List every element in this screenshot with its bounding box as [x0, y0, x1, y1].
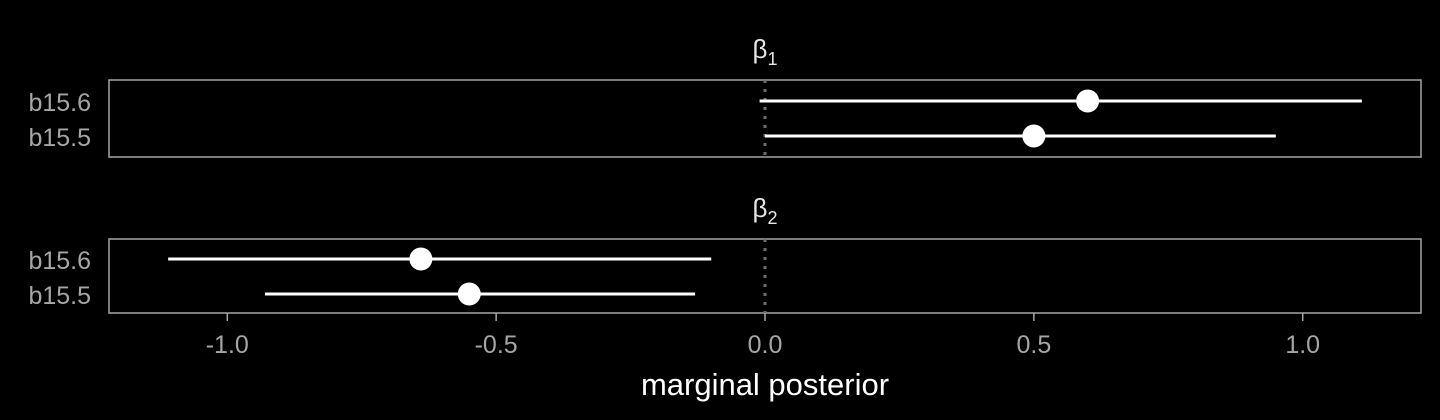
- facet-title-1: β1: [753, 34, 778, 69]
- y-tick-label: b15.5: [28, 124, 91, 152]
- x-tick-label: 0.0: [748, 331, 783, 359]
- x-axis-label: marginal posterior: [641, 367, 889, 402]
- x-tick-label: -1.0: [206, 331, 249, 359]
- facet-panel-2: β2 b15.6 b15.5: [28, 193, 1422, 314]
- point-estimate: [457, 282, 481, 306]
- y-tick-label: b15.5: [28, 282, 91, 310]
- facet-title-subscript: 2: [767, 208, 777, 228]
- facet-title-2: β2: [753, 193, 778, 228]
- point-estimate: [409, 247, 433, 271]
- y-tick-label: b15.6: [28, 89, 91, 117]
- x-axis: -1.0 -0.5 0.0 0.5 1.0: [206, 313, 1320, 359]
- point-estimate: [1076, 89, 1100, 113]
- facet-title-symbol: β: [753, 34, 768, 64]
- point-estimate: [1022, 124, 1046, 148]
- x-tick-label: 0.5: [1016, 331, 1051, 359]
- facet-panel-1: β1 b15.6 b15.5: [28, 34, 1422, 158]
- facet-title-subscript: 1: [767, 49, 777, 69]
- facet-title-symbol: β: [753, 193, 768, 223]
- y-tick-label: b15.6: [28, 247, 91, 275]
- x-tick-label: -0.5: [475, 331, 518, 359]
- x-tick-label: 1.0: [1285, 331, 1320, 359]
